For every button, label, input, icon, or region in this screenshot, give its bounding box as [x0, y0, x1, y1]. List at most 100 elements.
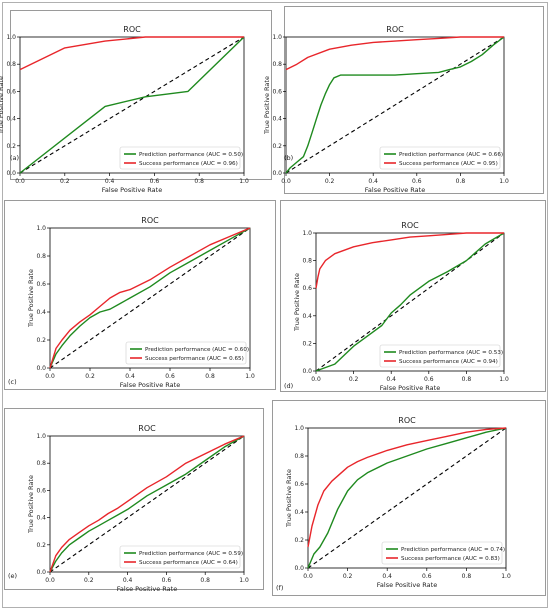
- y-tick-label: 0.4: [6, 116, 16, 123]
- legend: [379, 344, 501, 368]
- y-tick-label: 0.2: [36, 542, 46, 549]
- legend-entry: Prediction performance (AUC = 0.53): [399, 350, 503, 356]
- legend-entry: Prediction performance (AUC = 0.74): [401, 547, 505, 553]
- y-tick-label: 0.8: [36, 460, 46, 467]
- x-tick-label: 0.4: [382, 573, 392, 580]
- x-tick-label: 0.0: [45, 373, 55, 380]
- x-tick-label: 0.6: [165, 373, 175, 380]
- y-tick-label: 0.0: [302, 368, 312, 375]
- success-curve: [49, 227, 251, 369]
- y-tick-label: 0.6: [6, 88, 16, 95]
- legend-entry: Success performance (AUC = 0.64): [139, 560, 238, 566]
- x-tick-label: 0.2: [349, 376, 359, 383]
- legend-entry: Prediction performance (AUC = 0.66): [399, 152, 503, 158]
- x-tick-label: 0.0: [45, 577, 55, 584]
- prediction-curve: [315, 232, 505, 372]
- y-tick-label: 0.6: [302, 285, 312, 292]
- x-axis-label: False Positive Rate: [117, 585, 177, 593]
- reference-diagonal: [285, 36, 505, 174]
- y-tick-label: 0.0: [272, 170, 282, 177]
- y-tick-label: 0.4: [36, 309, 46, 316]
- plot-area: [49, 227, 251, 369]
- reference-diagonal: [49, 435, 245, 573]
- y-axis-label: True Positive Rate: [0, 76, 5, 135]
- x-tick-label: 1.0: [499, 178, 509, 185]
- reference-diagonal: [307, 427, 507, 569]
- plot-area: [19, 36, 245, 174]
- panel-label: (a): [10, 154, 19, 162]
- x-tick-label: 0.6: [412, 178, 422, 185]
- x-tick-label: 1.0: [499, 376, 509, 383]
- y-tick-label: 0.6: [36, 281, 46, 288]
- panel-label: (b): [284, 154, 293, 162]
- x-tick-label: 0.4: [123, 577, 133, 584]
- x-tick-label: 0.6: [150, 178, 160, 185]
- legend: [125, 341, 247, 365]
- x-tick-label: 1.0: [501, 573, 511, 580]
- y-axis-label: True Positive Rate: [285, 469, 293, 528]
- y-axis-label: True Positive Rate: [293, 273, 301, 332]
- chart-title: ROC: [138, 424, 156, 433]
- plot-area: [285, 36, 505, 174]
- y-tick-label: 0.2: [294, 537, 304, 544]
- success-curve: [315, 232, 504, 289]
- success-curve: [19, 36, 244, 71]
- x-axis-label: False Positive Rate: [365, 186, 425, 194]
- y-axis-label: True Positive Rate: [27, 475, 35, 534]
- prediction-curve: [49, 227, 251, 369]
- y-tick-label: 0.6: [294, 481, 304, 488]
- x-tick-label: 0.8: [456, 178, 466, 185]
- panel-label: (e): [8, 572, 17, 580]
- legend-entry: Prediction performance (AUC = 0.50): [139, 152, 243, 158]
- legend: [119, 545, 241, 569]
- y-tick-label: 0.8: [6, 61, 16, 68]
- chart-title: ROC: [398, 416, 416, 425]
- panel-label: (c): [8, 378, 17, 386]
- y-tick-label: 1.0: [36, 225, 46, 232]
- panel-label: (f): [276, 584, 283, 592]
- x-tick-label: 0.8: [200, 577, 210, 584]
- x-axis-label: False Positive Rate: [377, 581, 437, 589]
- x-tick-label: 0.4: [386, 376, 396, 383]
- y-tick-label: 0.2: [6, 143, 16, 150]
- x-tick-label: 0.2: [343, 573, 353, 580]
- y-tick-label: 1.0: [302, 230, 312, 237]
- x-tick-label: 0.2: [60, 178, 70, 185]
- x-tick-label: 1.0: [245, 373, 255, 380]
- y-tick-label: 0.4: [302, 313, 312, 320]
- legend-entry: Success performance (AUC = 0.96): [139, 161, 238, 167]
- x-tick-label: 0.2: [85, 373, 95, 380]
- y-tick-label: 1.0: [6, 34, 16, 41]
- y-tick-label: 1.0: [272, 34, 282, 41]
- legend-entry: Success performance (AUC = 0.95): [399, 161, 498, 167]
- legend-entry: Success performance (AUC = 0.65): [145, 356, 244, 362]
- legend: [381, 541, 503, 565]
- x-tick-label: 0.6: [162, 577, 172, 584]
- x-tick-label: 0.2: [84, 577, 94, 584]
- y-tick-label: 0.8: [272, 61, 282, 68]
- x-tick-label: 0.4: [125, 373, 135, 380]
- panel-label: (d): [284, 382, 293, 390]
- legend-entry: Success performance (AUC = 0.83): [401, 556, 500, 562]
- success-curve: [285, 36, 504, 71]
- x-tick-label: 0.2: [325, 178, 335, 185]
- x-axis-label: False Positive Rate: [102, 186, 162, 194]
- reference-diagonal: [19, 36, 245, 174]
- y-tick-label: 0.0: [6, 170, 16, 177]
- legend: [119, 146, 241, 170]
- y-tick-label: 1.0: [36, 433, 46, 440]
- x-tick-label: 0.8: [462, 376, 472, 383]
- success-curve: [49, 435, 245, 573]
- legend-entry: Success performance (AUC = 0.94): [399, 359, 498, 365]
- chart-title: ROC: [386, 25, 404, 34]
- y-tick-label: 0.4: [272, 116, 282, 123]
- x-tick-label: 0.0: [15, 178, 25, 185]
- reference-diagonal: [49, 227, 251, 369]
- y-tick-label: 0.0: [36, 569, 46, 576]
- legend: [379, 146, 501, 170]
